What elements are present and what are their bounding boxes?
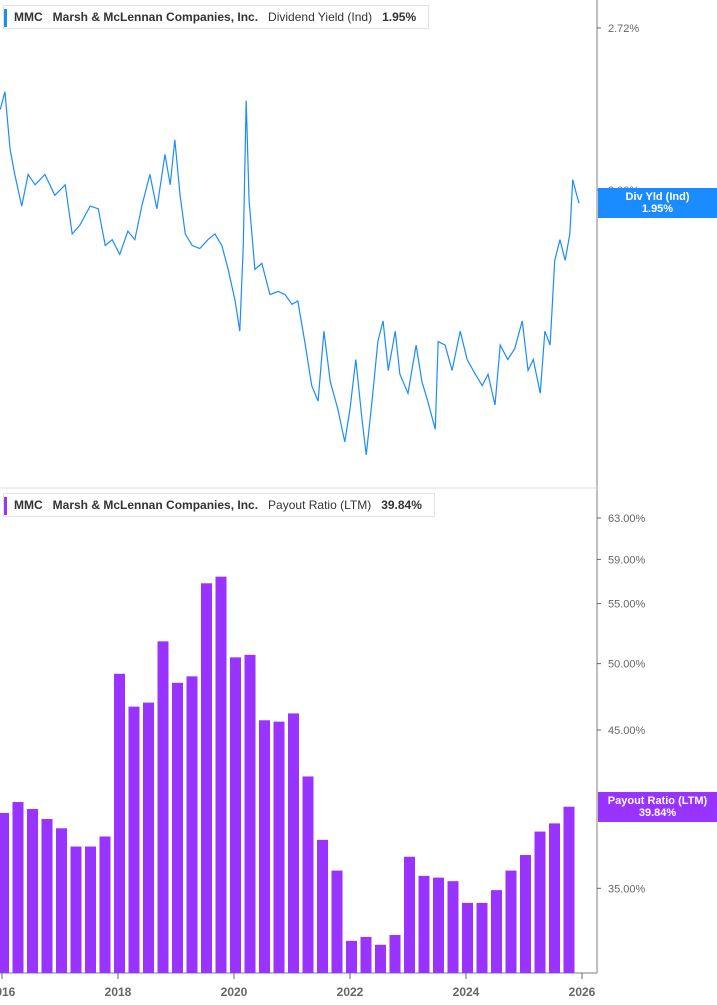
payout-bar — [259, 720, 270, 973]
payout-bar — [273, 721, 285, 973]
y-tick-label: 63.00% — [608, 513, 646, 525]
payout-bar — [505, 870, 517, 973]
payout-bar — [462, 902, 473, 973]
payout-bar — [549, 823, 560, 973]
x-tick-label: 2018 — [105, 985, 132, 999]
legend-metric: Payout Ratio (LTM) — [268, 498, 372, 512]
payout-bar — [0, 812, 9, 973]
payout-bar — [157, 641, 169, 973]
y-tick-label: 59.00% — [608, 554, 646, 566]
payout-bar — [317, 839, 328, 973]
payout-bar — [70, 846, 82, 973]
div-yield-price-label: Div Yld (Ind) 1.95% — [598, 188, 717, 218]
payout-bar — [114, 673, 125, 973]
x-tick-label: 2016 — [0, 985, 16, 999]
x-tick-label: 2022 — [337, 985, 364, 999]
payout-bar — [186, 676, 198, 973]
payout-bar — [302, 776, 314, 973]
payout-bar — [346, 940, 357, 973]
payout-bar — [360, 936, 372, 973]
payout-bar — [27, 808, 38, 973]
payout-bar — [433, 877, 444, 973]
y-tick-label: 55.00% — [608, 599, 646, 611]
payout-bar — [99, 836, 111, 973]
y-tick-label: 35.00% — [608, 883, 646, 895]
payout-bar — [404, 856, 415, 973]
payout-bar — [418, 875, 430, 973]
payout-bar — [375, 944, 386, 973]
payout-bar — [201, 583, 212, 973]
x-tick-label: 2020 — [221, 985, 248, 999]
payout-bar — [389, 935, 401, 973]
legend-value: 39.84% — [381, 498, 422, 512]
bottom-legend[interactable]: MMC Marsh & McLennan Companies, Inc. Pay… — [3, 493, 435, 517]
y-tick-label: 45.00% — [608, 725, 646, 737]
payout-bar — [12, 802, 24, 973]
payout-bar — [520, 855, 531, 973]
series-color-marker — [4, 497, 7, 515]
payout-bar — [534, 831, 546, 973]
payout-bar — [447, 881, 459, 973]
top-legend[interactable]: MMC Marsh & McLennan Companies, Inc. Div… — [3, 5, 430, 29]
payout-bar — [230, 657, 241, 973]
y-tick-label: 2.72% — [608, 23, 639, 35]
label-name: Div Yld (Ind) — [625, 191, 690, 203]
payout-bar — [476, 902, 488, 973]
payout-bar — [41, 819, 53, 973]
legend-ticker: MMC — [14, 10, 43, 24]
payout-bar — [85, 846, 96, 973]
legend-value: 1.95% — [382, 10, 417, 24]
legend-company: Marsh & McLennan Companies, Inc. — [52, 10, 259, 24]
payout-bar — [215, 576, 227, 973]
legend-metric: Dividend Yield (Ind) — [268, 10, 373, 24]
payout-bar — [172, 682, 183, 973]
label-name: Payout Ratio (LTM) — [607, 795, 708, 807]
payout-bar — [563, 806, 575, 973]
payout-bar — [331, 870, 343, 973]
series-color-marker — [4, 9, 7, 27]
payout-ratio-price-label: Payout Ratio (LTM) 39.84% — [598, 792, 717, 822]
label-value: 1.95% — [641, 203, 674, 215]
label-value: 39.84% — [638, 807, 677, 819]
legend-company: Marsh & McLennan Companies, Inc. — [52, 498, 259, 512]
payout-bar — [288, 713, 299, 973]
y-tick-label: 50.00% — [608, 659, 646, 671]
x-tick-label: 2024 — [453, 985, 480, 999]
payout-bar — [128, 706, 140, 973]
payout-bar — [491, 890, 502, 973]
payout-bar — [56, 828, 67, 973]
x-tick-label: 2026 — [569, 985, 596, 999]
payout-bar — [244, 654, 256, 973]
legend-ticker: MMC — [14, 498, 43, 512]
payout-bar — [143, 702, 154, 973]
dividend-yield-line — [0, 91, 580, 455]
